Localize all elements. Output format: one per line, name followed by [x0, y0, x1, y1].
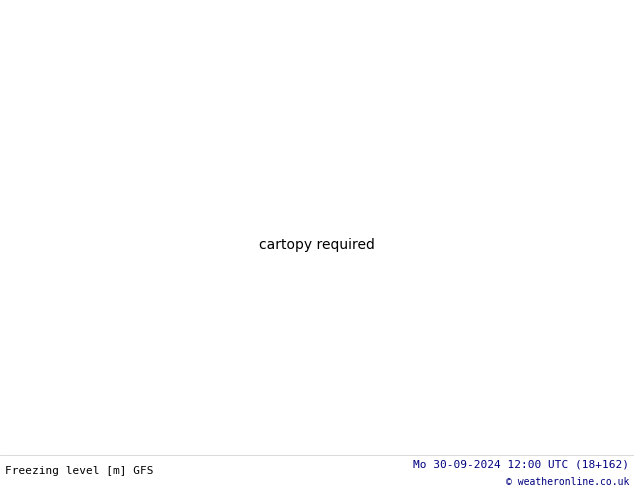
Text: © weatheronline.co.uk: © weatheronline.co.uk	[505, 477, 629, 487]
Text: Freezing level [m] GFS: Freezing level [m] GFS	[5, 466, 153, 476]
Text: Mo 30-09-2024 12:00 UTC (18+162): Mo 30-09-2024 12:00 UTC (18+162)	[413, 460, 629, 470]
Text: cartopy required: cartopy required	[259, 238, 375, 252]
